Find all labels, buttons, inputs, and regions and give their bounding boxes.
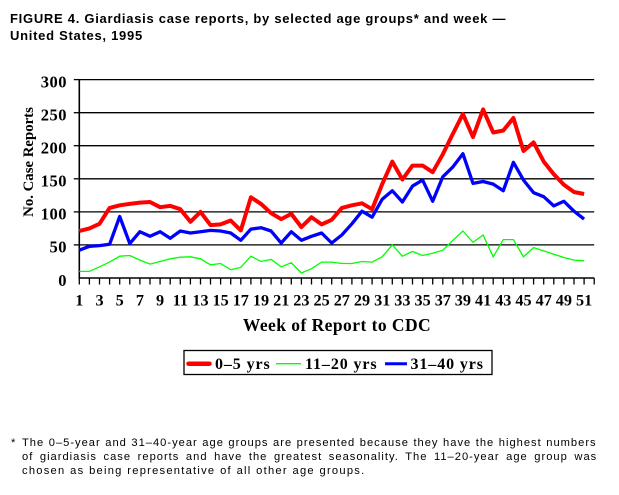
svg-text:51: 51 — [576, 292, 592, 310]
svg-text:37: 37 — [435, 292, 451, 310]
svg-text:19: 19 — [253, 292, 269, 310]
svg-text:31: 31 — [374, 292, 390, 310]
svg-text:15: 15 — [213, 292, 229, 310]
svg-text:50: 50 — [50, 238, 68, 257]
svg-text:Week of Report to CDC: Week of Report to CDC — [243, 315, 431, 335]
svg-text:100: 100 — [41, 205, 67, 224]
svg-text:47: 47 — [536, 292, 552, 310]
svg-text:17: 17 — [233, 292, 249, 310]
svg-text:11: 11 — [173, 292, 188, 310]
svg-text:150: 150 — [41, 172, 67, 191]
svg-text:31–40 yrs: 31–40 yrs — [411, 356, 484, 373]
svg-text:No. Case Reports: No. Case Reports — [21, 107, 37, 217]
svg-text:45: 45 — [515, 292, 531, 310]
svg-text:25: 25 — [314, 292, 330, 310]
svg-text:300: 300 — [41, 72, 67, 91]
svg-text:250: 250 — [41, 106, 67, 125]
svg-text:0–5 yrs: 0–5 yrs — [215, 356, 271, 373]
svg-text:0: 0 — [58, 271, 67, 290]
svg-text:23: 23 — [293, 292, 309, 310]
svg-text:21: 21 — [273, 292, 289, 310]
svg-text:13: 13 — [192, 292, 208, 310]
svg-text:7: 7 — [136, 292, 144, 310]
svg-text:27: 27 — [334, 292, 350, 310]
svg-text:9: 9 — [156, 292, 164, 310]
svg-text:43: 43 — [495, 292, 511, 310]
svg-text:29: 29 — [354, 292, 370, 310]
svg-text:3: 3 — [95, 292, 103, 310]
svg-text:11–20 yrs: 11–20 yrs — [305, 356, 378, 373]
svg-text:5: 5 — [116, 292, 124, 310]
svg-text:33: 33 — [394, 292, 410, 310]
svg-text:35: 35 — [415, 292, 431, 310]
svg-text:39: 39 — [455, 292, 471, 310]
svg-text:1: 1 — [75, 292, 83, 310]
svg-text:41: 41 — [475, 292, 491, 310]
svg-text:49: 49 — [556, 292, 572, 310]
svg-text:200: 200 — [41, 139, 67, 158]
